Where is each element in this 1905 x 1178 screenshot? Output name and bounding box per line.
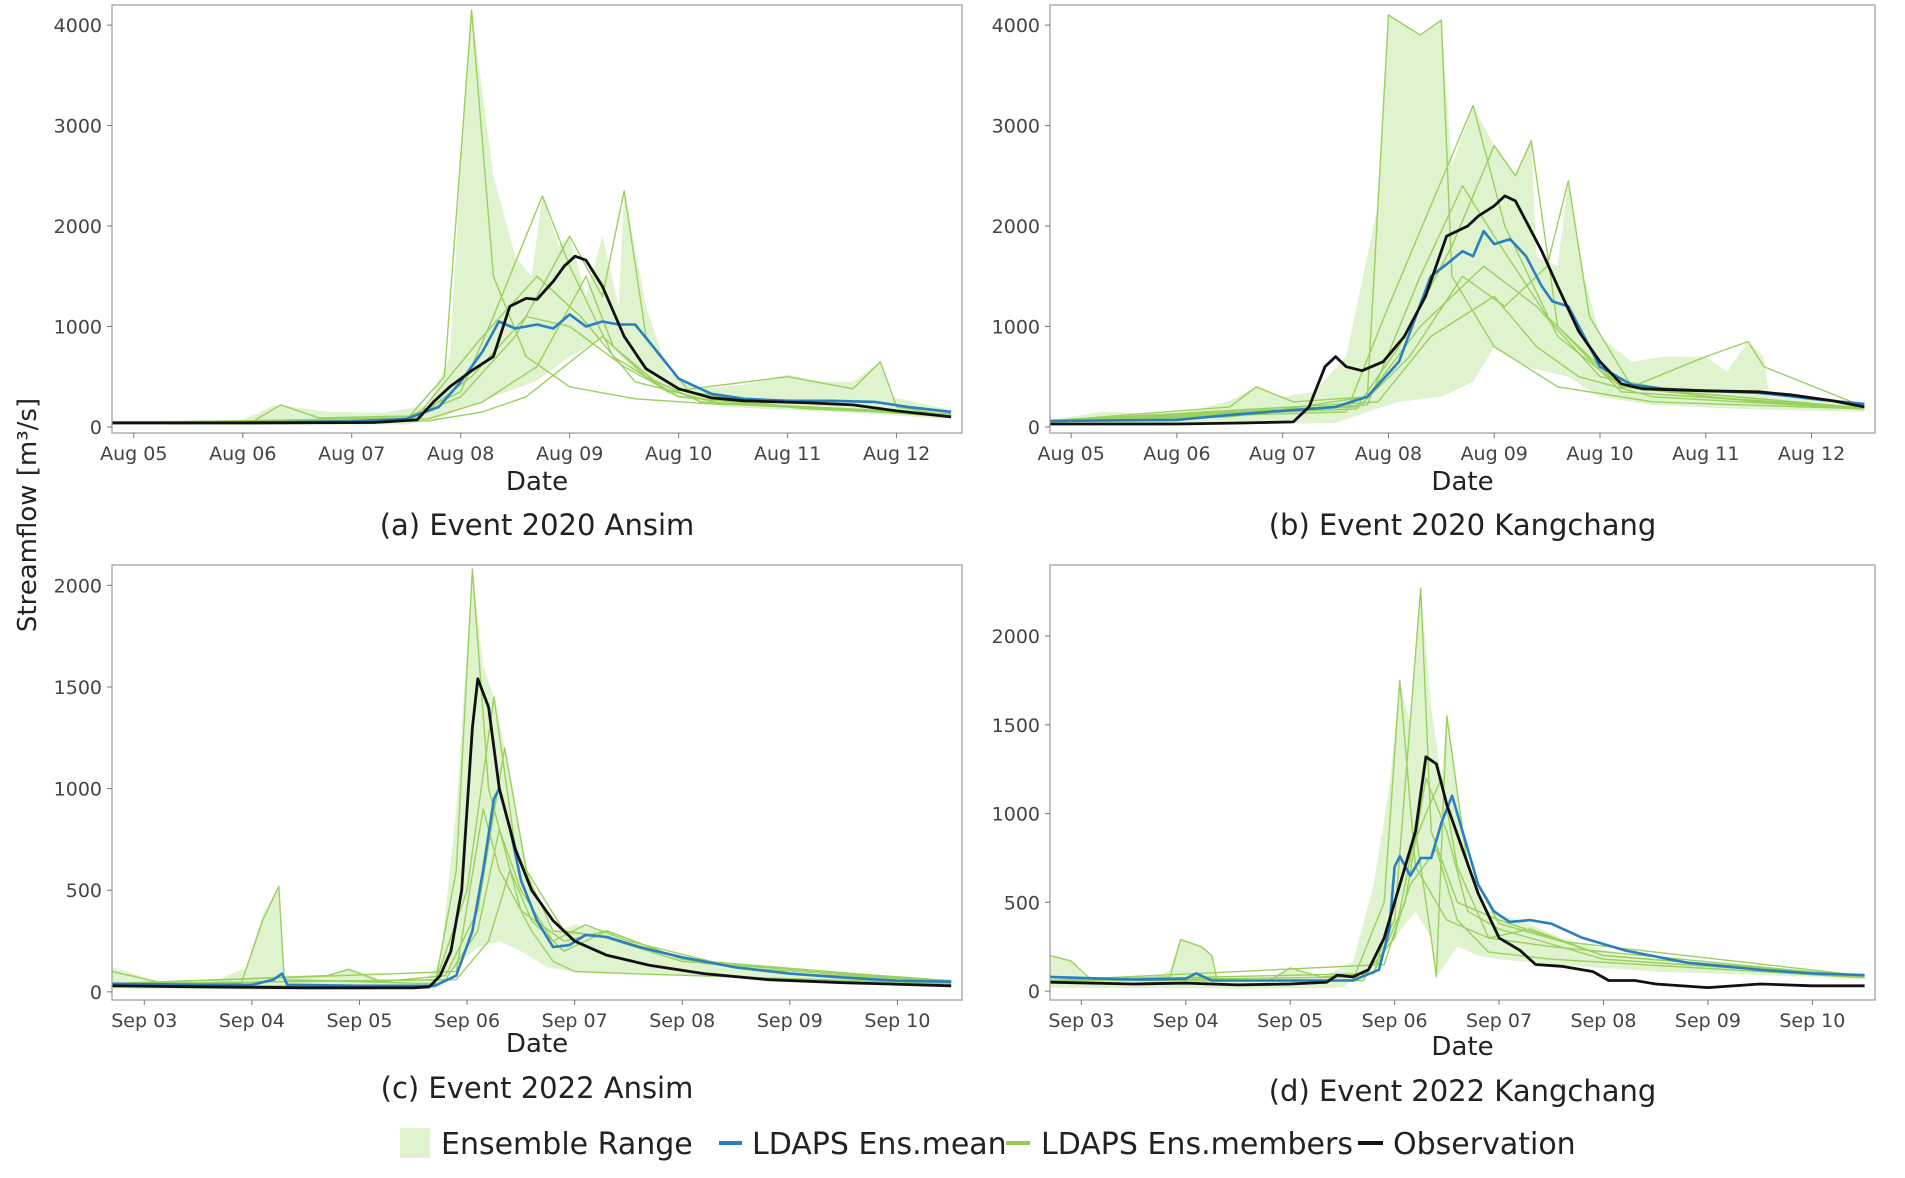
ytick-label-3-2: 1000 [992,804,1040,826]
plot-frame-1 [1049,4,1876,434]
ytick-label-1-4: 4000 [992,15,1040,37]
xtick-label-2-0: Sep 03 [111,1010,177,1032]
observation-line-1 [1050,194,1865,426]
ensemble-range-3 [1050,588,1865,989]
legend: Ensemble Range LDAPS Ens.mean LDAPS Ens.… [400,1127,1576,1162]
xtick-label-2-5: Sep 08 [649,1010,715,1032]
ens-member-3-5 [1049,848,1865,982]
xtick-label-0-1: Aug 06 [209,443,276,465]
ens-member-1-2 [1049,139,1865,422]
legend-mean-label: LDAPS Ens.mean [752,1127,1007,1162]
panel-1: 0 1000 2000 3000 4000 Aug 05 Aug 06 Aug 07 Aug 0… [992,4,1876,542]
xtick-label-1-2: Aug 07 [1249,443,1316,465]
xlabel-0: Date [506,467,568,497]
panel-caption-2: (c) Event 2022 Ansim [381,1071,694,1105]
xtick-label-2-2: Sep 05 [326,1010,392,1032]
xtick-label-2-1: Sep 04 [219,1010,285,1032]
xtick-label-1-1: Aug 06 [1143,443,1210,465]
plot-frame-0 [111,4,963,434]
ytick-label-0-2: 2000 [54,216,102,238]
ytick-label-0-0: 0 [90,417,102,439]
ytick-label-1-2: 2000 [992,216,1040,238]
xlabel-3: Date [1431,1032,1493,1062]
xtick-label-1-5: Aug 10 [1566,443,1633,465]
ens-member-0-6 [111,315,952,424]
panel-0: 0 1000 2000 3000 4000 Aug 05 Aug 06 Aug 07 Aug 0… [54,4,963,542]
ens-member-0-0 [111,9,952,424]
legend-members-label: LDAPS Ens.members [1041,1127,1353,1162]
ens-member-2-4 [111,869,952,985]
xtick-label-0-5: Aug 10 [645,443,712,465]
xtick-label-0-3: Aug 08 [427,443,494,465]
xtick-label-0-4: Aug 09 [536,443,603,465]
ytick-label-3-3: 1500 [992,715,1040,737]
ens-member-1-5 [1049,295,1865,422]
xlabel-2: Date [506,1029,568,1059]
observation-line-3 [1049,755,1865,989]
ytick-label-2-3: 1500 [54,677,102,699]
xtick-label-3-1: Sep 04 [1153,1010,1219,1032]
xtick-label-0-0: Aug 05 [100,443,167,465]
ytick-label-0-4: 4000 [54,15,102,37]
xtick-label-3-0: Sep 03 [1048,1010,1114,1032]
xtick-label-0-6: Aug 11 [754,443,821,465]
panel-caption-1: (b) Event 2020 Kangchang [1269,508,1657,542]
ytick-label-1-1: 1000 [992,317,1040,339]
xtick-label-3-4: Sep 07 [1466,1010,1532,1032]
ens-member-1-6 [1049,185,1865,422]
shared-ylabel: Streamflow [m³/s] [13,398,43,632]
ens-member-1-0 [1049,14,1865,422]
ens-member-2-3 [111,828,952,985]
ytick-label-2-0: 0 [90,982,102,1004]
xtick-label-1-0: Aug 05 [1037,443,1104,465]
panel-2: 0 500 1000 1500 2000 Sep 03 Sep 04 Sep 05 Sep 06… [54,564,963,1105]
ytick-label-3-1: 500 [1004,892,1040,914]
ytick-label-2-1: 500 [66,880,102,902]
ytick-label-0-3: 3000 [54,116,102,138]
xtick-label-2-4: Sep 07 [542,1010,608,1032]
ensemble-range-1 [1050,15,1865,425]
legend-obs-label: Observation [1393,1127,1576,1162]
xtick-label-2-6: Sep 09 [757,1010,823,1032]
legend-range-swatch [400,1128,430,1158]
panel-caption-0: (a) Event 2020 Ansim [380,508,695,542]
xtick-label-1-3: Aug 08 [1355,443,1422,465]
ytick-label-1-3: 3000 [992,116,1040,138]
xtick-label-0-2: Aug 07 [318,443,385,465]
xtick-label-2-3: Sep 06 [434,1010,500,1032]
panel-caption-3: (d) Event 2022 Kangchang [1269,1074,1657,1108]
xtick-label-3-6: Sep 09 [1675,1010,1741,1032]
plot-frame-3 [1049,564,1876,1001]
xtick-label-3-3: Sep 06 [1362,1010,1428,1032]
ens-member-1-4 [1049,265,1865,422]
ensemble-range-0 [112,10,952,425]
panels: 0 1000 2000 3000 4000 Aug 05 Aug 06 Aug 07 Aug 0… [54,4,1876,1108]
legend-range-label: Ensemble Range [441,1127,693,1162]
xlabel-1: Date [1431,467,1493,497]
ytick-label-2-2: 1000 [54,779,102,801]
plot-frame-2 [111,564,963,1001]
xtick-label-2-7: Sep 10 [864,1010,930,1032]
observation-line-2 [111,677,952,990]
panel-3: 0 500 1000 1500 2000 Sep 03 Sep 04 Sep 05 Sep 06… [992,564,1876,1108]
ytick-label-1-0: 0 [1028,417,1040,439]
ytick-label-0-1: 1000 [54,317,102,339]
xtick-label-0-7: Aug 12 [863,443,930,465]
ensemble-range-2 [112,569,952,990]
xtick-label-3-7: Sep 10 [1779,1010,1845,1032]
xtick-label-1-7: Aug 12 [1778,443,1845,465]
ens-member-2-5 [111,808,952,985]
xtick-label-3-5: Sep 08 [1570,1010,1636,1032]
xtick-label-1-4: Aug 09 [1461,443,1528,465]
ens-member-0-3 [111,275,952,424]
ytick-label-3-4: 2000 [992,626,1040,648]
ens-member-1-3 [1049,180,1865,422]
xtick-label-3-2: Sep 05 [1257,1010,1323,1032]
observation-line-0 [112,254,952,425]
ytick-label-2-4: 2000 [54,575,102,597]
ens-mean-line-3 [1049,794,1865,982]
ytick-label-3-0: 0 [1028,981,1040,1003]
xtick-label-1-6: Aug 11 [1672,443,1739,465]
